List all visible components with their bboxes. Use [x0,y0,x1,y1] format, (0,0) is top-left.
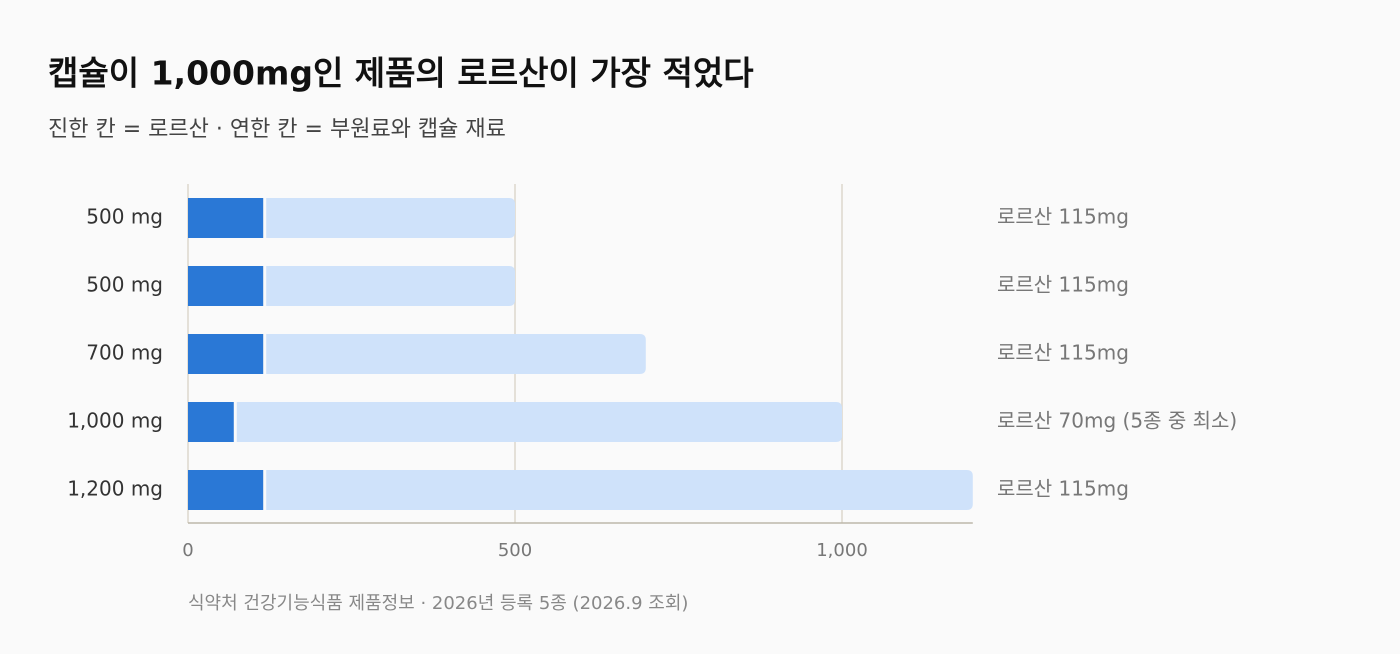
y-tick-label: 500 mg [86,205,163,229]
x-tick-label: 0 [182,540,193,561]
bar-segment [236,402,842,442]
bar-segment [266,470,973,510]
value-label: 로르산 115mg [997,273,1129,297]
value-label: 로르산 70mg (5종 중 최소) [997,409,1237,433]
bar-segment [266,334,646,374]
bar-segment [188,402,234,442]
bar-segment [188,266,264,306]
bar-segment [188,470,264,510]
value-label: 로르산 115mg [997,205,1129,229]
bar-segment [266,198,515,238]
y-tick-label: 1,000 mg [67,409,163,433]
bar-segment [188,334,264,374]
x-tick-label: 500 [498,540,532,561]
x-tick-label: 1,000 [816,540,868,561]
bar-segment [188,198,264,238]
y-tick-label: 1,200 mg [67,477,163,501]
bar-segment [266,266,515,306]
value-label: 로르산 115mg [997,341,1129,365]
y-tick-label: 700 mg [86,341,163,365]
chart-title: 캡슐이 1,000mg인 제품의 로르산이 가장 적었다 [48,54,754,93]
source-note: 식약처 건강기능식품 제품정보 · 2026년 등록 5종 (2026.9 조회… [188,593,688,614]
value-label: 로르산 115mg [997,477,1129,501]
chart-subtitle: 진한 칸 = 로르산 · 연한 칸 = 부원료와 캡슐 재료 [48,117,506,142]
y-tick-label: 500 mg [86,273,163,297]
